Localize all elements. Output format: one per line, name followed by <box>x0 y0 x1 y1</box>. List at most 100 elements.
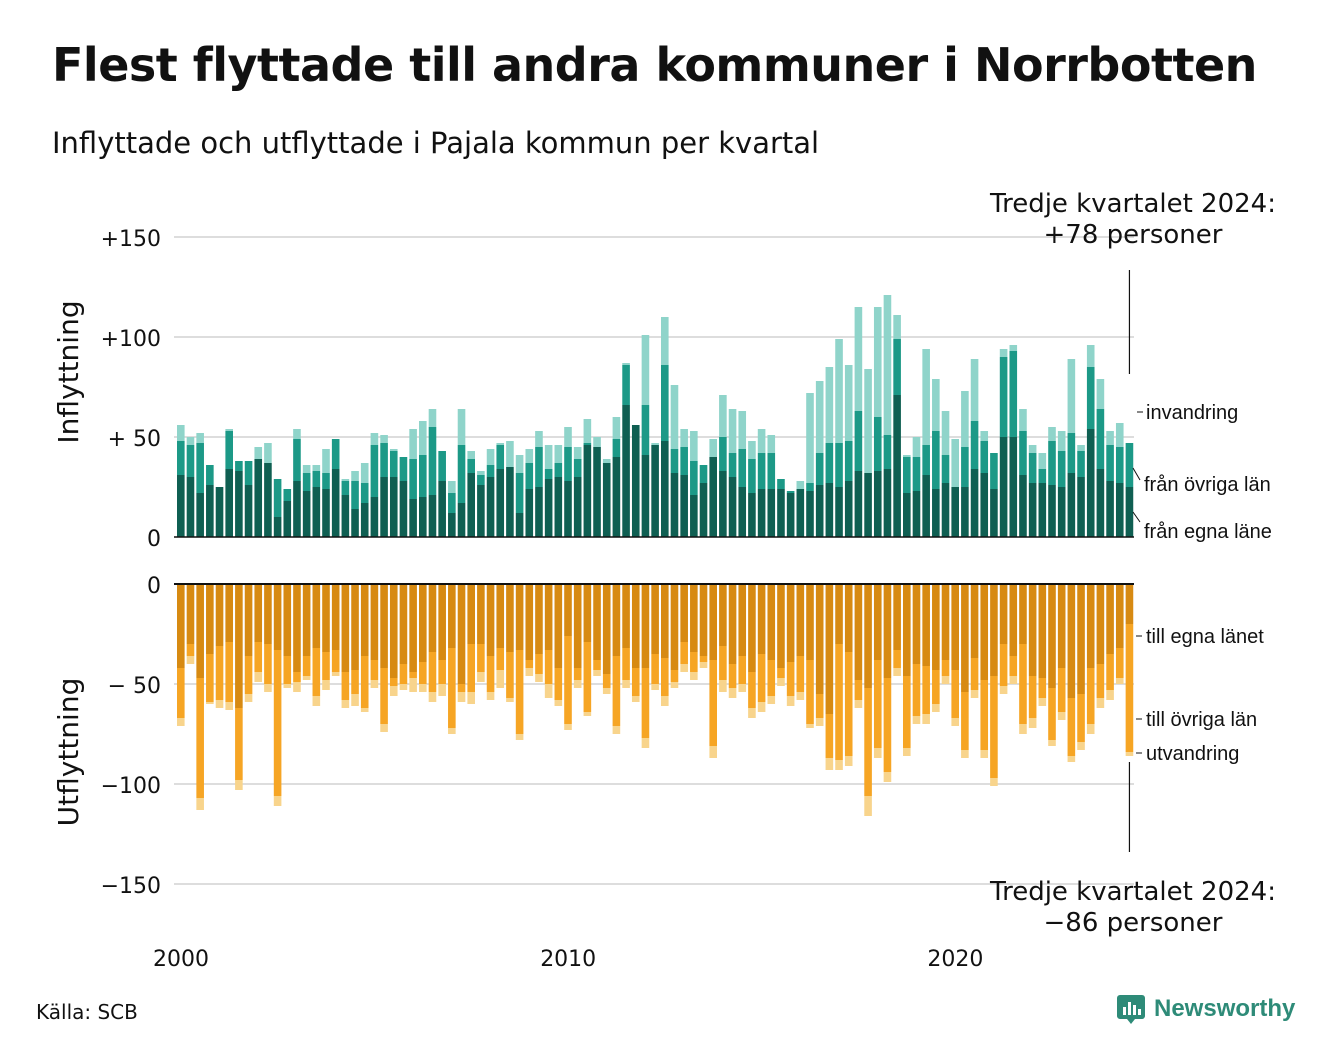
ytick-label-bottom: −100 <box>101 774 161 799</box>
ytick-label-bottom: − 50 <box>108 674 161 699</box>
bar-ut-till-egna-länet <box>273 584 282 650</box>
bar-ut-till-egna-länet <box>428 584 437 652</box>
bar-ut-till-övriga-län <box>990 676 998 778</box>
bar-in-från-egna-läne <box>399 481 408 537</box>
bar-ut-utvandring <box>322 680 330 690</box>
bar-in-från-egna-läne <box>1057 487 1066 537</box>
bar-in-invandring <box>486 449 495 465</box>
bar-ut-till-övriga-län <box>980 680 989 750</box>
bar-ut-till-egna-länet <box>467 584 475 644</box>
bar-in-invandring <box>535 431 543 447</box>
bar-ut-till-övriga-län <box>864 688 872 796</box>
bar-in-från-övriga-län <box>186 445 195 477</box>
bar-ut-till-egna-länet <box>409 584 417 672</box>
bar-in-från-egna-läne <box>1115 483 1124 537</box>
bar-ut-till-egna-länet <box>302 584 311 656</box>
bar-in-från-övriga-län <box>1048 441 1056 485</box>
bar-in-från-egna-läne <box>699 483 708 537</box>
bar-ut-till-övriga-län <box>1048 688 1056 740</box>
bar-ut-till-övriga-län <box>399 664 408 684</box>
bar-in-från-övriga-län <box>544 469 553 479</box>
bar-in-invandring <box>293 429 301 439</box>
bar-in-från-övriga-län <box>177 441 185 475</box>
bar-in-från-egna-läne <box>1009 437 1018 537</box>
bar-ut-till-egna-länet <box>932 584 940 670</box>
bar-ut-till-övriga-län <box>506 652 514 698</box>
bar-in-från-egna-läne <box>641 455 650 537</box>
bar-ut-till-egna-länet <box>322 584 330 652</box>
bar-ut-till-övriga-län <box>1096 664 1105 698</box>
bar-ut-till-övriga-län <box>457 684 466 692</box>
bar-ut-till-egna-länet <box>177 584 185 668</box>
yaxis-title-top: Inflyttning <box>52 300 85 443</box>
bar-ut-utvandring <box>1048 740 1056 746</box>
bar-in-från-egna-läne <box>554 477 563 537</box>
bar-in-invandring <box>457 409 466 445</box>
bar-ut-till-egna-länet <box>893 584 901 650</box>
bar-in-från-egna-läne <box>815 485 824 537</box>
bar-in-invandring <box>1077 445 1085 451</box>
bar-in-från-egna-läne <box>225 469 233 537</box>
bar-in-från-övriga-län <box>1115 447 1124 483</box>
ytick-label-top: +100 <box>101 327 161 352</box>
bar-in-från-egna-läne <box>748 493 756 537</box>
bar-in-från-övriga-län <box>273 479 282 517</box>
bar-in-från-övriga-län <box>970 421 979 469</box>
bar-ut-till-övriga-län <box>719 646 727 680</box>
bar-in-från-övriga-län <box>467 459 475 473</box>
bar-ut-till-övriga-län <box>544 650 553 684</box>
bar-ut-utvandring <box>1096 698 1105 708</box>
bar-ut-till-egna-länet <box>1038 584 1047 678</box>
leader-fran-egna <box>1132 511 1141 523</box>
bar-ut-till-egna-länet <box>990 584 998 676</box>
bar-in-från-övriga-län <box>399 457 408 481</box>
bar-ut-till-egna-länet <box>1096 584 1105 664</box>
bar-in-invandring <box>351 471 359 481</box>
bar-ut-till-övriga-län <box>738 656 747 684</box>
bar-in-invandring <box>573 447 582 459</box>
bar-ut-till-övriga-län <box>331 650 340 672</box>
bar-ut-till-övriga-län <box>351 670 359 694</box>
bar-in-från-övriga-län <box>515 473 524 513</box>
bar-ut-till-egna-länet <box>254 584 263 642</box>
bar-ut-till-övriga-län <box>651 654 659 684</box>
bar-in-från-egna-läne <box>757 489 766 537</box>
series-label-utvandring: utvandring <box>1146 743 1239 765</box>
bar-ut-utvandring <box>419 684 427 692</box>
bar-ut-till-övriga-län <box>903 676 911 748</box>
bar-in-från-egna-läne <box>844 481 853 537</box>
bar-ut-till-egna-länet <box>980 584 989 680</box>
bar-ut-till-övriga-län <box>1115 648 1124 678</box>
bar-ut-utvandring <box>757 702 766 712</box>
series-label-invandring: invandring <box>1146 402 1238 424</box>
bar-ut-till-egna-länet <box>515 584 524 650</box>
bar-in-invandring <box>757 429 766 453</box>
bar-ut-till-egna-länet <box>283 584 292 656</box>
bar-in-från-egna-läne <box>903 493 911 537</box>
bar-in-invandring <box>1067 359 1076 433</box>
bar-in-från-egna-läne <box>448 513 456 537</box>
bar-ut-till-egna-länet <box>1048 584 1056 688</box>
bar-ut-till-övriga-län <box>951 670 959 718</box>
bar-in-från-egna-läne <box>331 469 340 537</box>
bar-in-invandring <box>941 411 950 455</box>
bar-in-från-övriga-län <box>670 449 679 473</box>
bar-in-invandring <box>419 421 427 455</box>
bar-in-invandring <box>719 395 727 437</box>
bar-ut-till-egna-länet <box>331 584 340 650</box>
bar-in-invandring <box>622 363 630 365</box>
bar-in-från-övriga-län <box>980 441 989 473</box>
bar-ut-utvandring <box>806 724 814 728</box>
bar-ut-till-egna-länet <box>360 584 369 656</box>
bar-in-från-övriga-län <box>941 455 950 483</box>
bar-ut-utvandring <box>641 738 650 748</box>
bar-in-invandring <box>873 307 882 417</box>
bar-ut-utvandring <box>380 724 388 732</box>
bar-ut-till-övriga-län <box>709 660 717 746</box>
bar-in-invandring <box>544 445 553 469</box>
bar-in-invandring <box>360 463 369 483</box>
bar-in-från-egna-läne <box>351 509 359 537</box>
bar-in-invandring <box>302 465 311 473</box>
bar-in-invandring <box>864 369 872 473</box>
